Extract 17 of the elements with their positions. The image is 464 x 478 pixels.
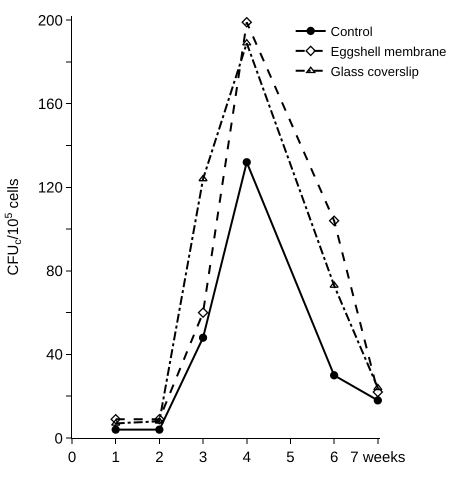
y-tick-label: 0 (54, 430, 63, 448)
y-tick-label: 200 (38, 12, 63, 30)
x-tick-label: 4 (242, 449, 251, 466)
y-tick-label: 160 (38, 96, 63, 113)
y-tick-label: 40 (46, 346, 63, 364)
x-tick-label: 5 (286, 449, 295, 466)
x-tick-label: 6 (330, 449, 338, 466)
x-tick-label: 3 (198, 449, 208, 466)
x-tick-label: 2 (155, 449, 164, 466)
legend-label: Glass coverslip (330, 64, 419, 79)
legend-label: Control (330, 24, 373, 40)
x-tick-label: 1 (112, 449, 120, 466)
y-tick-label: 80 (46, 263, 63, 280)
x-tick-label: 0 (68, 449, 76, 466)
legend-label: Eggshell membrane (330, 44, 446, 59)
y-tick-label: 120 (38, 180, 63, 197)
x-tick-label: 7 weeks (350, 449, 406, 466)
